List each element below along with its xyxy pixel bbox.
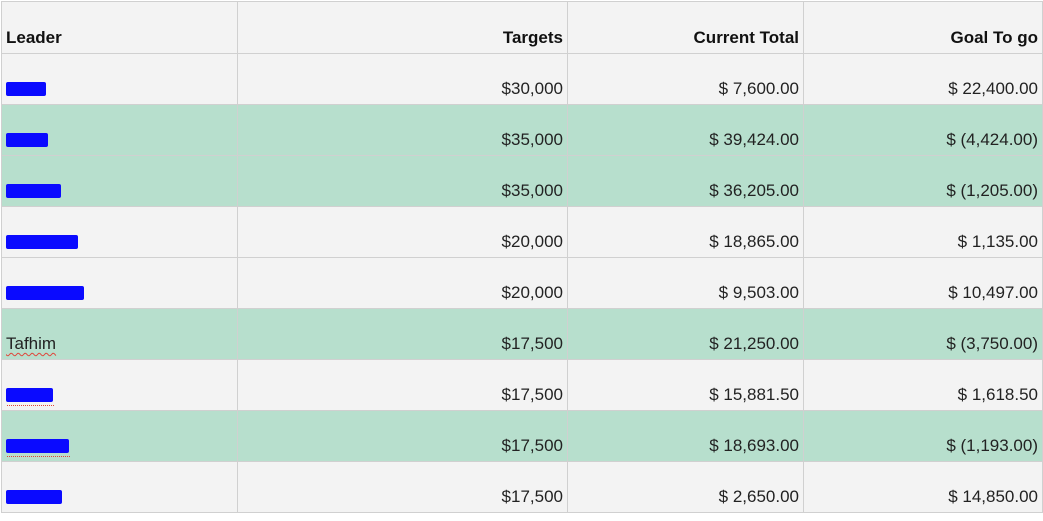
table-row: $35,000 $ 36,205.00 $ (1,205.00) — [1, 155, 1043, 207]
leader-cell[interactable] — [1, 53, 238, 105]
goal-to-go-cell[interactable]: $ (3,750.00) — [803, 308, 1043, 360]
leader-cell[interactable] — [1, 410, 238, 462]
goal-to-go-cell[interactable]: $ 10,497.00 — [803, 257, 1043, 309]
current-total-cell[interactable]: $ 36,205.00 — [567, 155, 804, 207]
targets-cell[interactable]: $17,500 — [237, 410, 568, 462]
targets-cell[interactable]: $17,500 — [237, 461, 568, 513]
table-row: $17,500 $ 15,881.50 $ 1,618.50 — [1, 359, 1043, 411]
leader-cell[interactable] — [1, 155, 238, 207]
header-goal-to-go: Goal To go — [950, 28, 1038, 47]
leader-cell[interactable] — [1, 104, 238, 156]
current-total-cell[interactable]: $ 21,250.00 — [567, 308, 804, 360]
table-row: $30,000 $ 7,600.00 $ 22,400.00 — [1, 53, 1043, 105]
current-total-cell[interactable]: $ 18,865.00 — [567, 206, 804, 258]
table-row: Tafhim $17,500 $ 21,250.00 $ (3,750.00) — [1, 308, 1043, 360]
leader-cell[interactable]: Tafhim — [1, 308, 238, 360]
spellcheck-underline — [7, 402, 54, 406]
goal-to-go-cell[interactable]: $ 1,135.00 — [803, 206, 1043, 258]
targets-cell[interactable]: $35,000 — [237, 104, 568, 156]
current-total-cell[interactable]: $ 7,600.00 — [567, 53, 804, 105]
current-total-cell[interactable]: $ 15,881.50 — [567, 359, 804, 411]
targets-cell[interactable]: $20,000 — [237, 257, 568, 309]
redaction-mark — [6, 81, 46, 96]
current-total-cell[interactable]: $ 18,693.00 — [567, 410, 804, 462]
goal-to-go-cell[interactable]: $ (1,193.00) — [803, 410, 1043, 462]
targets-cell[interactable]: $17,500 — [237, 308, 568, 360]
leader-cell[interactable] — [1, 206, 238, 258]
redaction-mark — [6, 489, 62, 504]
header-current-total: Current Total — [693, 28, 799, 47]
header-goal-to-go-cell[interactable]: Goal To go — [803, 1, 1043, 54]
leader-cell[interactable] — [1, 257, 238, 309]
redaction-mark — [6, 183, 61, 198]
redaction-mark — [6, 285, 84, 300]
targets-cell[interactable]: $20,000 — [237, 206, 568, 258]
table-row: $17,500 $ 18,693.00 $ (1,193.00) — [1, 410, 1043, 462]
table-row: $20,000 $ 9,503.00 $ 10,497.00 — [1, 257, 1043, 309]
goal-to-go-cell[interactable]: $ 14,850.00 — [803, 461, 1043, 513]
goal-to-go-cell[interactable]: $ (1,205.00) — [803, 155, 1043, 207]
spellcheck-underline — [7, 453, 70, 457]
table-row: $35,000 $ 39,424.00 $ (4,424.00) — [1, 104, 1043, 156]
header-leader-cell[interactable]: Leader — [1, 1, 238, 54]
redaction-mark — [6, 234, 78, 249]
leader-name: Tafhim — [6, 334, 57, 353]
goal-to-go-cell[interactable]: $ (4,424.00) — [803, 104, 1043, 156]
current-total-cell[interactable]: $ 9,503.00 — [567, 257, 804, 309]
header-leader: Leader — [6, 28, 62, 47]
leader-cell[interactable] — [1, 461, 238, 513]
current-total-cell[interactable]: $ 2,650.00 — [567, 461, 804, 513]
table-row: $20,000 $ 18,865.00 $ 1,135.00 — [1, 206, 1043, 258]
table-row: $17,500 $ 2,650.00 $ 14,850.00 — [1, 461, 1043, 513]
targets-cell[interactable]: $35,000 — [237, 155, 568, 207]
goal-to-go-cell[interactable]: $ 1,618.50 — [803, 359, 1043, 411]
redaction-mark — [6, 387, 53, 402]
targets-cell[interactable]: $30,000 — [237, 53, 568, 105]
header-current-total-cell[interactable]: Current Total — [567, 1, 804, 54]
redaction-mark — [6, 438, 69, 453]
goal-to-go-cell[interactable]: $ 22,400.00 — [803, 53, 1043, 105]
header-row: Leader Targets Current Total Goal To go — [1, 1, 1043, 54]
leader-cell[interactable] — [1, 359, 238, 411]
header-targets: Targets — [502, 28, 563, 47]
header-targets-cell[interactable]: Targets — [237, 1, 568, 54]
redaction-mark — [6, 132, 48, 147]
targets-cell[interactable]: $17,500 — [237, 359, 568, 411]
current-total-cell[interactable]: $ 39,424.00 — [567, 104, 804, 156]
